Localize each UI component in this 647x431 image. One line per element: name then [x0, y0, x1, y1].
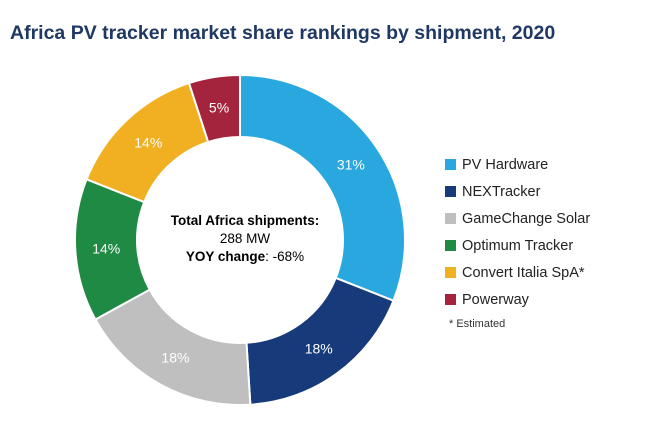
legend-swatch — [445, 213, 456, 224]
legend-swatch — [445, 159, 456, 170]
legend-swatch — [445, 294, 456, 305]
legend-label: Powerway — [462, 291, 529, 308]
legend-swatch — [445, 240, 456, 251]
legend-label: Convert Italia SpA* — [462, 264, 585, 281]
center-summary: Total Africa shipments: 288 MW YOY chang… — [145, 212, 345, 266]
legend-item: Optimum Tracker — [445, 232, 590, 259]
legend: PV Hardware NEXTracker GameChange Solar … — [445, 151, 590, 313]
legend-item: GameChange Solar — [445, 205, 590, 232]
center-line-shipments: 288 MW — [219, 231, 271, 246]
legend-label: NEXTracker — [462, 183, 541, 200]
legend-label: PV Hardware — [462, 156, 549, 173]
slice-value-label: 5% — [209, 100, 229, 116]
donut-slice — [239, 73, 406, 303]
slice-value-label: 14% — [134, 134, 162, 150]
slice-value-label: 18% — [161, 349, 189, 365]
slice-value-label: 14% — [92, 240, 120, 256]
center-line-total: Total Africa shipments: — [170, 213, 320, 228]
legend-item: Convert Italia SpA* — [445, 259, 590, 286]
yoy-value: : -68% — [265, 249, 305, 264]
legend-swatch — [445, 186, 456, 197]
center-line-yoy: YOY change: -68% — [145, 248, 345, 266]
legend-item: PV Hardware — [445, 151, 590, 178]
slice-value-label: 31% — [337, 157, 365, 173]
legend-swatch — [445, 267, 456, 278]
legend-label: GameChange Solar — [462, 210, 591, 227]
chart-title: Africa PV tracker market share rankings … — [10, 22, 556, 44]
yoy-label: YOY change — [185, 249, 266, 264]
legend-item: Powerway — [445, 286, 590, 313]
donut-slice — [187, 73, 241, 144]
estimated-note: * Estimated — [449, 318, 506, 330]
legend-label: Optimum Tracker — [462, 237, 574, 254]
slice-value-label: 18% — [305, 340, 333, 356]
legend-item: NEXTracker — [445, 178, 590, 205]
